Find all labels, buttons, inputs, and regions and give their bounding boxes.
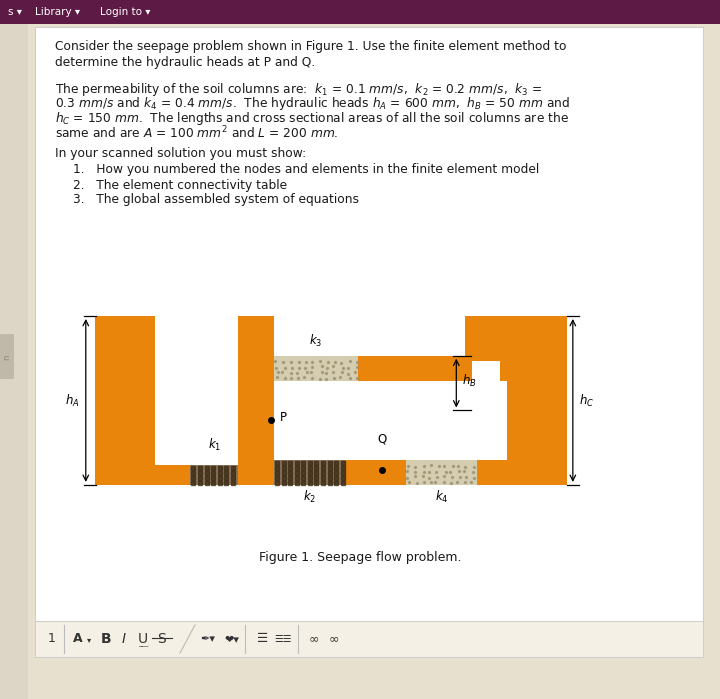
Text: $k_1$: $k_1$ — [207, 437, 221, 453]
Text: ∞: ∞ — [329, 633, 339, 645]
Bar — [155, 316, 238, 465]
Bar — [274, 460, 346, 485]
Text: $k_4$: $k_4$ — [435, 489, 448, 505]
Text: s ▾: s ▾ — [8, 7, 22, 17]
Text: $k_3$: $k_3$ — [309, 333, 323, 349]
Text: 3.   The global assembled system of equations: 3. The global assembled system of equati… — [73, 194, 359, 206]
Text: Q: Q — [377, 432, 386, 445]
Text: ☰: ☰ — [257, 633, 269, 645]
Text: ∞: ∞ — [309, 633, 319, 645]
Text: 0.3 $mm/s$ and $k_4$ = 0.4 $mm/s$.  The hydraulic heads $h_A$ = 600 $mm$,  $h_B$: 0.3 $mm/s$ and $k_4$ = 0.4 $mm/s$. The h… — [55, 96, 570, 113]
Text: P: P — [280, 411, 287, 424]
Bar — [238, 460, 567, 485]
Text: $k_2$: $k_2$ — [303, 489, 317, 505]
Text: n: n — [2, 354, 12, 360]
Text: Consider the seepage problem shown in Figure 1. Use the finite element method to: Consider the seepage problem shown in Fi… — [55, 40, 567, 53]
Bar — [358, 331, 465, 356]
Text: S: S — [158, 632, 166, 646]
Bar — [0, 334, 14, 379]
Bar — [95, 316, 155, 485]
Bar — [507, 316, 567, 485]
Text: same and are $A$ = 100 $mm^2$ and $L$ = 200 $mm$.: same and are $A$ = 100 $mm^2$ and $L$ = … — [55, 124, 338, 141]
Text: $h_C$ = 150 $mm$.  The lengths and cross sectional areas of all the soil columns: $h_C$ = 150 $mm$. The lengths and cross … — [55, 110, 569, 127]
Text: ❤▾: ❤▾ — [225, 634, 240, 644]
Text: 1: 1 — [48, 633, 56, 645]
Text: $h_A$: $h_A$ — [66, 392, 80, 408]
Text: ☰☰: ☰☰ — [274, 634, 292, 644]
Bar — [465, 316, 507, 410]
Bar — [405, 460, 477, 485]
Text: Login to ▾: Login to ▾ — [100, 7, 150, 17]
Bar — [190, 465, 238, 485]
Bar — [358, 380, 507, 460]
Text: ___: ___ — [138, 641, 148, 647]
Bar — [238, 356, 465, 380]
Text: Library ▾: Library ▾ — [35, 7, 80, 17]
Text: The permeability of the soil columns are:  $k_1$ = 0.1 $mm/s$,  $k_2$ = 0.2 $mm/: The permeability of the soil columns are… — [55, 81, 542, 98]
Text: determine the hydraulic heads at P and Q.: determine the hydraulic heads at P and Q… — [55, 56, 315, 69]
Text: B: B — [101, 632, 112, 646]
Bar — [238, 316, 274, 485]
Bar — [274, 356, 358, 380]
Text: U: U — [138, 632, 148, 646]
Text: Figure 1. Seepage flow problem.: Figure 1. Seepage flow problem. — [258, 551, 462, 564]
Text: A: A — [73, 633, 83, 645]
Text: 2.   The element connectivity table: 2. The element connectivity table — [73, 178, 287, 192]
Text: $h_B$: $h_B$ — [462, 373, 477, 389]
Bar — [35, 621, 703, 657]
Text: ✒▾: ✒▾ — [200, 634, 215, 644]
Text: $h_C$: $h_C$ — [579, 392, 594, 408]
Text: ▾: ▾ — [87, 635, 91, 644]
Text: 1.   How you numbered the nodes and elements in the finite element model: 1. How you numbered the nodes and elemen… — [73, 164, 539, 177]
Bar — [95, 465, 250, 485]
Bar — [472, 361, 500, 391]
Bar — [0, 24, 28, 699]
Text: I: I — [122, 632, 126, 646]
Bar — [0, 0, 720, 24]
Text: In your scanned solution you must show:: In your scanned solution you must show: — [55, 147, 306, 159]
